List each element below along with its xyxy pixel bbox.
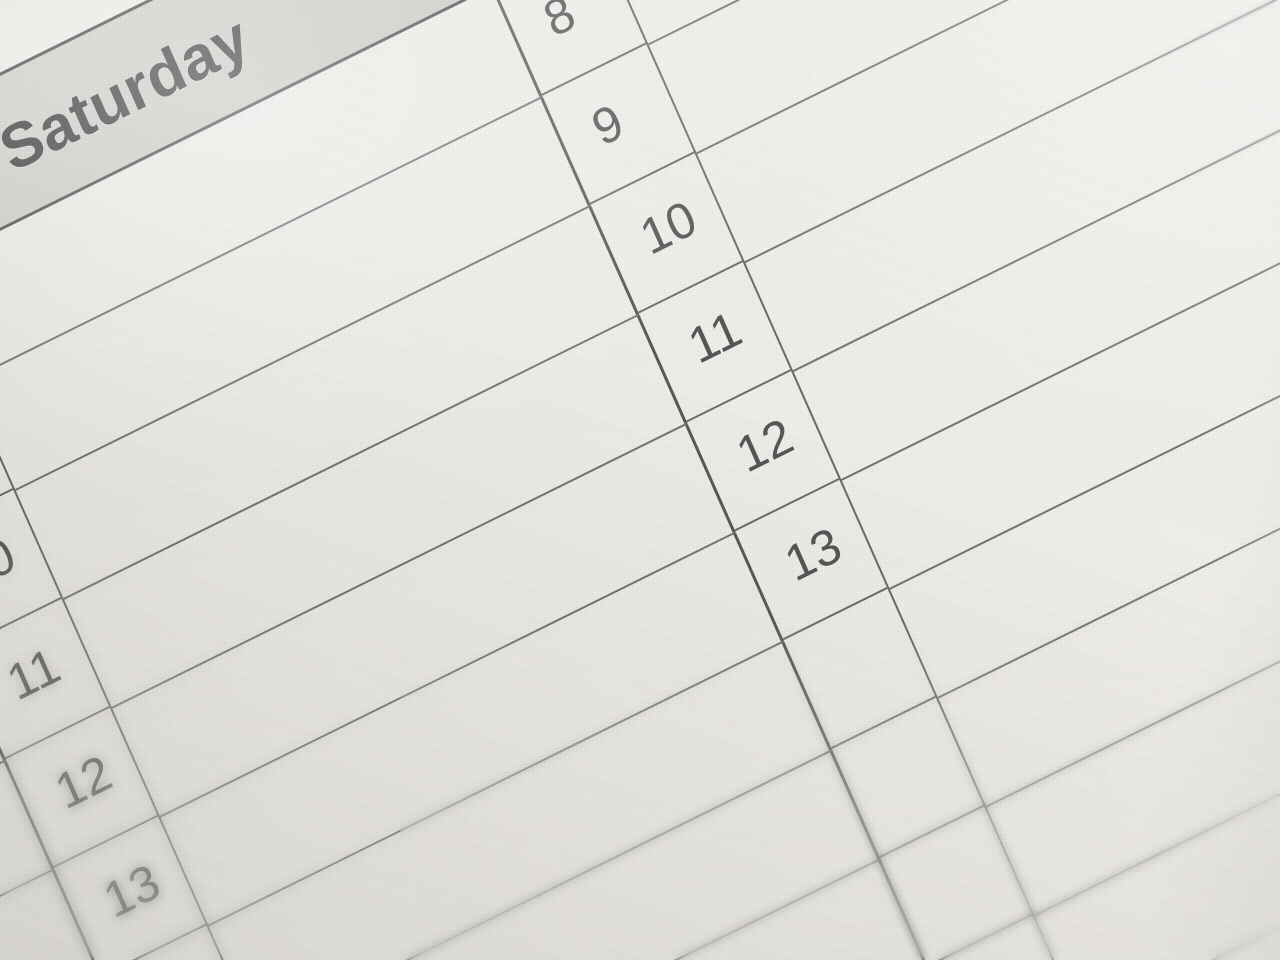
hour-rule [256, 749, 833, 960]
hour-rule [1034, 630, 1280, 917]
hour-label: 10 [0, 526, 24, 603]
hour-gutter-saturday: 891011121314151617 [0, 271, 632, 960]
hour-rule [696, 0, 1273, 155]
hour-label: 13 [95, 853, 169, 929]
hour-rule [792, 85, 1280, 372]
hour-label: 11 [680, 300, 750, 375]
hour-label: 11 [0, 636, 69, 712]
hour-rule [208, 640, 785, 927]
hour-rule [744, 0, 1280, 264]
hour-label: 13 [776, 516, 850, 593]
hour-rule [159, 531, 737, 818]
hour-label: 9 [583, 93, 632, 157]
hour-rule [15, 204, 592, 491]
hour-rule [648, 0, 1225, 46]
hour-label: 12 [47, 744, 120, 821]
hour-rule [111, 422, 688, 709]
hour-rule [63, 313, 640, 600]
hour-label: 8 [535, 0, 584, 48]
hour-rule [1082, 739, 1280, 960]
hour-rule [0, 868, 55, 960]
hour-rule [0, 759, 7, 960]
hour-rule [889, 303, 1280, 590]
hour-rule [937, 412, 1280, 699]
hour-rule [304, 858, 881, 960]
hour-rule [985, 521, 1280, 808]
hour-label: 12 [728, 407, 802, 484]
hour-label: 10 [632, 189, 705, 266]
